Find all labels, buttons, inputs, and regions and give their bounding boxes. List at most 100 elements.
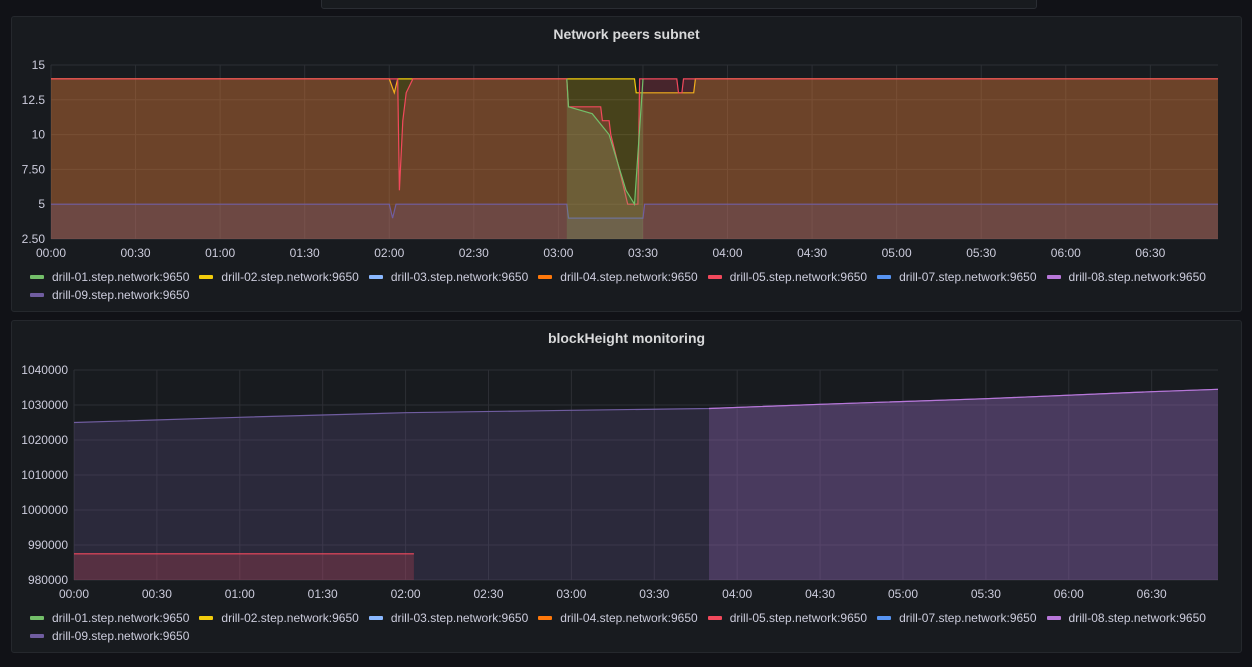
legend-swatch xyxy=(538,615,553,620)
series-area xyxy=(709,389,1218,580)
legend-swatch xyxy=(707,615,722,620)
legend-label: drill-07.step.network:9650 xyxy=(899,269,1037,284)
x-tick-label: 01:30 xyxy=(290,246,320,260)
x-tick-label: 01:00 xyxy=(225,587,255,601)
x-tick-label: 02:00 xyxy=(374,246,404,260)
x-tick-label: 02:00 xyxy=(391,587,421,601)
legend-item[interactable]: drill-09.step.network:9650 xyxy=(30,628,189,643)
legend-label: drill-05.step.network:9650 xyxy=(729,269,868,284)
legend-label: drill-03.step.network:9650 xyxy=(390,269,529,284)
legend-swatch xyxy=(30,274,44,279)
x-tick-label: 04:30 xyxy=(805,587,835,601)
legend-label: drill-02.step.network:9650 xyxy=(221,269,359,284)
series-area xyxy=(74,389,1218,580)
x-tick-label: 06:30 xyxy=(1137,587,1167,601)
y-tick-label: 2.50 xyxy=(22,232,46,246)
y-tick-label: 990000 xyxy=(28,538,68,552)
legend-swatch xyxy=(368,615,383,620)
x-tick-label: 04:30 xyxy=(797,246,827,260)
legend-swatch xyxy=(538,274,553,279)
x-tick-label: 06:30 xyxy=(1135,246,1165,260)
x-tick-label: 03:00 xyxy=(543,246,573,260)
x-tick-label: 03:30 xyxy=(639,587,669,601)
legend-label: drill-03.step.network:9650 xyxy=(390,610,529,625)
panel-title[interactable]: Network peers subnet xyxy=(553,26,700,42)
panel-title[interactable]: blockHeight monitoring xyxy=(547,330,706,346)
x-tick-label: 03:30 xyxy=(628,246,658,260)
x-tick-label: 01:30 xyxy=(308,587,338,601)
legend-label: drill-02.step.network:9650 xyxy=(221,610,359,625)
legend-item[interactable]: drill-04.step.network:9650 xyxy=(538,269,698,284)
legend-label: drill-01.step.network:9650 xyxy=(52,269,190,284)
x-tick-label: 05:30 xyxy=(971,587,1001,601)
blockheight-legend: drill-01.step.network:9650 drill-02.step.… xyxy=(30,610,1231,643)
legend-swatch xyxy=(877,274,892,279)
legend-item[interactable]: drill-01.step.network:9650 xyxy=(30,269,189,284)
legend-item[interactable]: drill-04.step.network:9650 xyxy=(538,610,698,625)
legend-item[interactable]: drill-07.step.network:9650 xyxy=(877,610,1037,625)
legend-item[interactable]: drill-05.step.network:9650 xyxy=(707,610,868,625)
legend-swatch xyxy=(199,274,214,279)
x-tick-label: 00:00 xyxy=(59,587,89,601)
network-peers-legend: drill-01.step.network:9650 drill-02.step.… xyxy=(30,269,1231,302)
legend-swatch xyxy=(707,274,722,279)
legend-item[interactable]: drill-02.step.network:9650 xyxy=(199,610,359,625)
legend-label: drill-01.step.network:9650 xyxy=(52,610,190,625)
x-tick-label: 05:00 xyxy=(888,587,918,601)
y-tick-label: 1020000 xyxy=(21,433,68,447)
x-tick-label: 00:30 xyxy=(121,246,151,260)
x-tick-label: 05:30 xyxy=(966,246,996,260)
y-tick-label: 1010000 xyxy=(21,468,68,482)
y-tick-label: 10 xyxy=(32,128,46,142)
x-tick-label: 02:30 xyxy=(459,246,489,260)
legend-label: drill-04.step.network:9650 xyxy=(560,269,698,284)
series-line xyxy=(51,78,1218,95)
series-area xyxy=(566,78,643,240)
legend-item[interactable]: drill-09.step.network:9650 xyxy=(30,287,189,302)
x-tick-label: 01:00 xyxy=(205,246,235,260)
legend-item[interactable]: drill-01.step.network:9650 xyxy=(30,610,189,625)
y-tick-label: 5 xyxy=(38,197,45,211)
legend-label: drill-05.step.network:9650 xyxy=(729,610,868,625)
series-area xyxy=(51,78,1218,240)
legend-item[interactable]: drill-03.step.network:9650 xyxy=(368,269,529,284)
legend-label: drill-08.step.network:9650 xyxy=(1068,269,1206,284)
x-tick-label: 05:00 xyxy=(882,246,912,260)
legend-item[interactable]: drill-07.step.network:9650 xyxy=(877,269,1037,284)
legend-item[interactable]: drill-02.step.network:9650 xyxy=(199,269,359,284)
legend-swatch xyxy=(1046,274,1061,279)
legend-swatch xyxy=(30,633,44,638)
blockheight-panel: blockHeight monitoring 1040000 1030000 102… xyxy=(11,320,1242,653)
x-tick-label: 02:30 xyxy=(473,587,503,601)
legend-swatch xyxy=(30,615,44,620)
series-line xyxy=(51,203,1218,219)
series-area xyxy=(51,78,1218,240)
x-tick-label: 00:00 xyxy=(36,246,66,260)
legend-item[interactable]: drill-08.step.network:9650 xyxy=(1046,610,1206,625)
legend-item[interactable]: drill-03.step.network:9650 xyxy=(368,610,529,625)
legend-item[interactable]: drill-08.step.network:9650 xyxy=(1046,269,1206,284)
y-tick-label: 980000 xyxy=(28,573,68,587)
y-tick-label: 1030000 xyxy=(21,398,68,412)
x-tick-label: 06:00 xyxy=(1051,246,1081,260)
x-tick-label: 04:00 xyxy=(722,587,752,601)
series-line xyxy=(708,388,1219,410)
legend-label: drill-09.step.network:9650 xyxy=(52,287,190,302)
y-tick-label: 1040000 xyxy=(21,363,68,377)
legend-label: drill-04.step.network:9650 xyxy=(560,610,698,625)
y-tick-label: 1000000 xyxy=(21,503,68,517)
series-line xyxy=(51,78,1218,205)
legend-swatch xyxy=(30,292,44,297)
collapsed-panel-stub xyxy=(321,0,1037,9)
series-area xyxy=(51,204,1218,239)
legend-swatch xyxy=(199,615,214,620)
network-peers-panel: Network peers subnet 15 12.5 10 7.50 5 2.50 00… xyxy=(11,16,1242,312)
x-tick-label: 00:30 xyxy=(142,587,172,601)
legend-label: drill-08.step.network:9650 xyxy=(1068,610,1206,625)
legend-label: drill-09.step.network:9650 xyxy=(52,628,190,643)
legend-item[interactable]: drill-05.step.network:9650 xyxy=(707,269,868,284)
legend-swatch xyxy=(877,615,892,620)
y-tick-label: 7.50 xyxy=(22,162,46,176)
blockheight-chart[interactable]: 1040000 1030000 1020000 1010000 1000000 99000… xyxy=(12,321,1243,606)
